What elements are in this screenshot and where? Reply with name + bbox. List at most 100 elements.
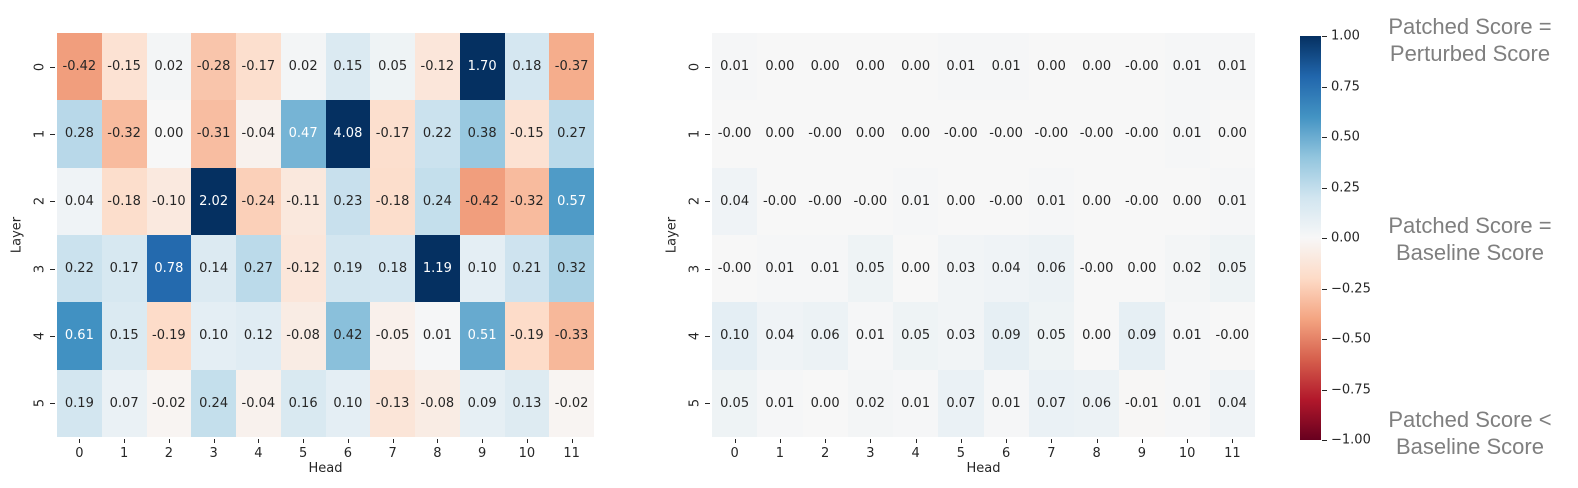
heatmap-cell: 0.00: [1074, 302, 1120, 370]
heatmap-cell: -0.01: [1119, 369, 1165, 437]
heatmap-cell: -0.24: [236, 167, 281, 235]
heatmap-cell: -0.00: [847, 167, 893, 235]
heatmap-cell: 0.06: [802, 302, 848, 370]
heatmap-cell: 0.01: [847, 302, 893, 370]
x-tick-label: 8: [433, 446, 442, 461]
colorbar-tick-mark: [1322, 187, 1327, 189]
heatmap-cell: 0.00: [847, 33, 893, 101]
heatmap-cell: -0.00: [1119, 167, 1165, 235]
heatmap-cell: 0.00: [893, 235, 939, 303]
y-tick-label: 0: [32, 62, 48, 71]
heatmap-cell: 0.19: [57, 369, 102, 437]
heatmap-cell: 0.13: [504, 369, 550, 437]
heatmap-cell: -0.00: [938, 100, 984, 168]
x-tick-mark: [526, 439, 528, 443]
x-tick-mark: [1232, 439, 1234, 443]
heatmap-cell: 0.01: [1164, 33, 1210, 101]
y-tick-mark: [705, 336, 710, 337]
x-tick-label: 10: [518, 446, 536, 461]
heatmap-cell: -0.08: [280, 302, 326, 370]
heatmap-cell: 0.06: [1028, 235, 1074, 303]
colorbar-gradient: [1300, 36, 1321, 440]
colorbar-tick-mark: [1322, 288, 1327, 290]
legend-label-below-baseline: Patched Score < Baseline Score: [1362, 406, 1578, 460]
heatmap-cell: -0.02: [549, 369, 594, 437]
y-tick-label: 0: [687, 62, 703, 71]
heatmap-cell: 0.18: [504, 33, 550, 101]
x-tick-label: 6: [343, 446, 353, 461]
y-tick-mark: [705, 268, 710, 270]
heatmap-cell: 0.19: [325, 235, 371, 303]
colorbar-tick-mark: [1322, 137, 1327, 138]
heatmap-cell: -0.05: [370, 302, 415, 370]
heatmap-cell: -0.08: [415, 369, 460, 437]
colorbar-tick-label: −0.75: [1331, 382, 1371, 397]
heatmap-cell: 0.22: [57, 235, 102, 303]
colorbar-tick-mark: [1322, 389, 1327, 391]
heatmap-cell: 0.00: [1028, 33, 1074, 101]
colorbar-tick-label: −1.00: [1331, 432, 1371, 448]
heatmap-cell: -0.00: [712, 100, 758, 168]
heatmap-cell: 0.01: [802, 235, 848, 303]
x-tick-label: 11: [1224, 446, 1241, 461]
heatmap-cell: 0.09: [459, 369, 505, 437]
heatmap-cell: 0.28: [57, 100, 102, 168]
heatmap-cell: 0.21: [504, 235, 550, 303]
heatmap-cell: 0.16: [280, 369, 326, 437]
heatmap-cell: -0.04: [236, 369, 281, 437]
heatmap-cell: -0.00: [1074, 100, 1120, 168]
heatmap-cell: 0.51: [459, 302, 505, 370]
x-tick-mark: [1141, 439, 1143, 443]
heatmap-cell: -0.00: [802, 167, 848, 235]
heatmap-cell: 0.24: [415, 167, 460, 235]
x-tick-mark: [347, 439, 349, 443]
heatmap-cell: 0.00: [893, 100, 939, 168]
heatmap-cell: 0.18: [370, 235, 415, 303]
colorbar: 1.00 0.75 0.50 0.25 0.00 −0.25 −0.50 −0.75 −1.00: [1300, 29, 1371, 448]
x-tick-label: 6: [1001, 446, 1011, 461]
y-tick-mark: [705, 403, 710, 405]
left-heatmap: -0.42 -0.15 0.02 -0.28 -0.17 0.02 0.15 0.05 -0.1…: [10, 33, 594, 476]
legend-line: Patched Score <: [1388, 407, 1552, 432]
heatmap-cell: -0.00: [1028, 100, 1074, 168]
heatmap-cell: 0.03: [938, 235, 984, 303]
legend-line: Patched Score =: [1388, 14, 1552, 39]
heatmap-cell: -0.00: [1119, 33, 1165, 101]
legend-line: Perturbed Score: [1389, 41, 1551, 66]
heatmap-cell: 0.01: [757, 235, 803, 303]
heatmap-cell: 0.27: [236, 235, 281, 303]
heatmap-cell: 0.61: [57, 302, 102, 370]
heatmap-cell: -0.00: [983, 100, 1029, 168]
y-tick-label: 4: [687, 331, 703, 341]
x-tick-label: 2: [164, 446, 174, 461]
heatmap-cell: -0.00: [1119, 100, 1165, 168]
heatmap-cell: -0.13: [370, 369, 415, 437]
heatmap-cell: 0.07: [101, 369, 147, 437]
heatmap-cell: 0.10: [325, 369, 371, 437]
heatmap-cell: -0.32: [504, 167, 550, 235]
heatmap-cell: 0.00: [1164, 167, 1210, 235]
heatmap-cell: -0.31: [191, 100, 236, 168]
heatmap-cell: 0.01: [712, 33, 758, 101]
x-tick-label: 3: [209, 446, 218, 461]
heatmap-cell: -0.00: [802, 100, 848, 168]
heatmap-cell: -0.12: [415, 33, 460, 101]
heatmap-cell: -0.19: [504, 302, 550, 370]
y-tick-label: 5: [32, 399, 48, 408]
y-axis-label: Layer: [9, 216, 25, 254]
x-tick-mark: [79, 439, 81, 443]
colorbar-tick-mark: [1322, 238, 1327, 239]
y-tick-mark: [705, 201, 710, 203]
x-tick-mark: [303, 439, 305, 443]
heatmap-cell: -0.18: [101, 167, 147, 235]
heatmap-cell: 0.01: [938, 33, 984, 101]
heatmap-cell: 0.06: [1074, 369, 1120, 437]
heatmap-cell: 4.08: [325, 100, 371, 168]
heatmap-cell: 0.01: [893, 167, 939, 235]
heatmap-cell: -0.02: [146, 369, 192, 437]
x-tick-label: 5: [298, 446, 308, 461]
heatmap-cell: 0.15: [101, 302, 147, 370]
colorbar-tick-label: 0.75: [1331, 79, 1360, 94]
colorbar-tick-mark: [1322, 440, 1327, 441]
heatmap-cell: 0.42: [325, 302, 371, 370]
